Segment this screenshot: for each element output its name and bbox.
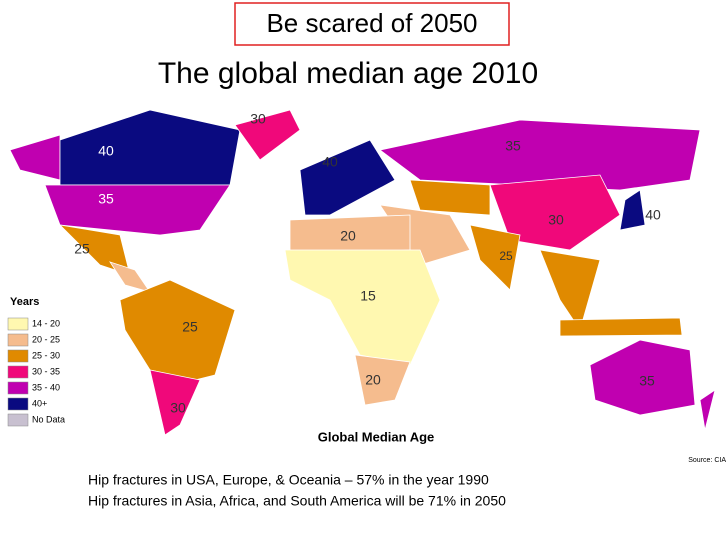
southeast-asia bbox=[539, 249, 601, 331]
map-label: 35 bbox=[505, 138, 521, 154]
legend-swatch bbox=[7, 349, 29, 363]
legend-label: 40+ bbox=[32, 398, 47, 408]
map-label: 20 bbox=[365, 372, 381, 388]
footer-line: Hip fractures in USA, Europe, & Oceania … bbox=[88, 472, 489, 488]
map-label: 30 bbox=[548, 212, 564, 228]
map-label: 35 bbox=[98, 191, 114, 207]
legend-label: 20 - 25 bbox=[32, 334, 60, 344]
australia bbox=[589, 339, 696, 416]
map-label: 25 bbox=[74, 241, 90, 257]
russia bbox=[379, 119, 701, 191]
banner-box bbox=[234, 2, 510, 46]
legend-swatch bbox=[7, 413, 29, 427]
legend-swatch bbox=[7, 397, 29, 411]
source: Source: CIA bbox=[688, 457, 726, 464]
map-label: 40 bbox=[98, 143, 114, 159]
world-map bbox=[9, 109, 716, 436]
legend-swatch bbox=[7, 317, 29, 331]
map-label: 35 bbox=[639, 373, 655, 389]
map-caption: Global Median Age bbox=[318, 429, 435, 444]
legend-label: 25 - 30 bbox=[32, 350, 60, 360]
india bbox=[469, 224, 521, 291]
map-label: 20 bbox=[340, 228, 356, 244]
usa bbox=[44, 184, 231, 236]
map-label: 25 bbox=[499, 249, 513, 263]
south-africa bbox=[354, 354, 411, 406]
europe bbox=[299, 139, 396, 216]
map-label: 40 bbox=[322, 154, 338, 170]
greenland bbox=[234, 109, 301, 161]
legend-label: No Data bbox=[32, 414, 65, 424]
new-zealand bbox=[699, 389, 716, 431]
map-label: 40 bbox=[645, 207, 661, 223]
indonesia bbox=[559, 317, 683, 337]
legend-label: 35 - 40 bbox=[32, 382, 60, 392]
canada bbox=[59, 109, 241, 186]
alaska bbox=[9, 134, 61, 181]
map-label: 30 bbox=[250, 111, 266, 127]
map-label: 15 bbox=[360, 288, 376, 304]
legend-swatch bbox=[7, 365, 29, 379]
map-label: 25 bbox=[182, 319, 198, 335]
legend-label: 30 - 35 bbox=[32, 366, 60, 376]
legend-swatch bbox=[7, 333, 29, 347]
map-label: 30 bbox=[170, 400, 186, 416]
legend-label: 14 - 20 bbox=[32, 318, 60, 328]
south-america bbox=[119, 279, 236, 381]
japan bbox=[619, 189, 646, 231]
legend-swatch bbox=[7, 381, 29, 395]
legend-title: Years bbox=[10, 296, 39, 308]
central-asia bbox=[409, 179, 491, 216]
argentina bbox=[149, 369, 201, 436]
footer-line: Hip fractures in Asia, Africa, and South… bbox=[88, 493, 506, 509]
banner: Be scared of 2050 bbox=[266, 8, 477, 38]
africa bbox=[284, 249, 441, 366]
china bbox=[489, 174, 621, 251]
title: The global median age 2010 bbox=[158, 57, 538, 90]
central-america bbox=[109, 261, 151, 293]
